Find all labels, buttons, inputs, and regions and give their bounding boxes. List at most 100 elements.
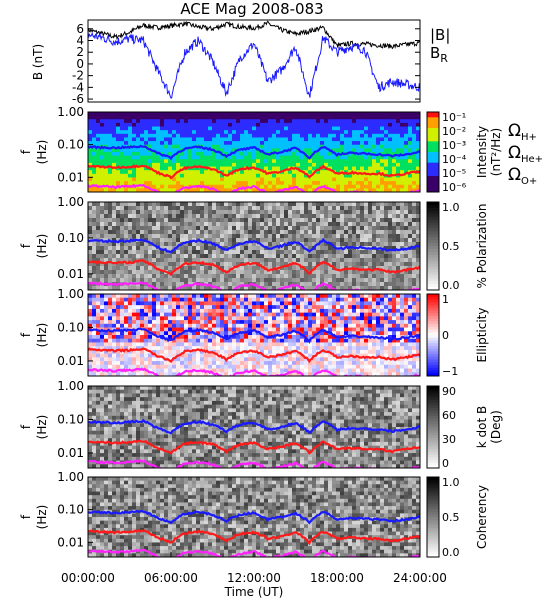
spectrogram-cell xyxy=(296,210,301,215)
spectrogram-cell xyxy=(316,335,321,340)
spectrogram-cell xyxy=(136,338,141,343)
spectrogram-cell xyxy=(100,170,105,175)
spectrogram-cell xyxy=(160,342,165,347)
spectrogram-cell xyxy=(240,316,245,321)
spectrogram-cell xyxy=(392,126,397,131)
spectrogram-cell xyxy=(252,214,257,219)
spectrogram-cell xyxy=(248,137,253,142)
spectrogram-cell xyxy=(104,181,109,186)
spectrogram-cell xyxy=(392,282,397,287)
spectrogram-cell xyxy=(112,323,117,328)
spectrogram-cell xyxy=(332,159,337,164)
spectrogram-cell xyxy=(116,349,121,355)
spectrogram-cell xyxy=(200,133,205,138)
spectrogram-cell xyxy=(156,262,161,267)
spectrogram-cell xyxy=(340,112,345,117)
spec-ylabel-f: f xyxy=(19,149,33,154)
spectrogram-cell xyxy=(100,254,105,259)
spectrogram-cell xyxy=(328,144,333,149)
spectrogram-cell xyxy=(168,162,173,167)
spectrogram-cell xyxy=(88,316,93,321)
spectrogram-cell xyxy=(132,305,137,310)
spectrogram-cell xyxy=(396,323,401,328)
spectrogram-cell xyxy=(384,286,389,290)
spectrogram-cell xyxy=(204,155,209,160)
spectrogram-cell xyxy=(368,148,373,153)
spectrogram-cell xyxy=(364,214,369,219)
spectrogram-cell xyxy=(144,148,149,153)
spectrogram-cell xyxy=(232,342,237,347)
spectrogram-cell xyxy=(316,294,321,299)
spectrogram-cell xyxy=(192,173,197,178)
spectrogram-cell xyxy=(408,316,413,321)
spectrogram-cell xyxy=(340,133,345,138)
spectrogram-cell xyxy=(236,226,241,231)
spectrogram-cell xyxy=(120,266,125,271)
spectrogram-cell xyxy=(132,115,137,120)
spectrogram-cell xyxy=(256,250,261,255)
spectrogram-cell xyxy=(108,210,113,215)
spectrogram-cell xyxy=(280,144,285,149)
spectrogram-cell xyxy=(136,222,141,227)
spectrogram-cell xyxy=(356,173,361,178)
spectrogram-cell xyxy=(372,312,377,317)
spectrogram-cell xyxy=(372,262,377,267)
spectrogram-cell xyxy=(152,141,157,146)
spectrogram-cell xyxy=(188,122,193,127)
spectrogram-cell xyxy=(116,230,121,235)
spectrogram-cell xyxy=(100,270,105,275)
spectrogram-cell xyxy=(312,119,317,124)
spectrogram-cell xyxy=(236,230,241,235)
spectrogram-cell xyxy=(160,112,165,117)
spectrogram-cell xyxy=(172,184,177,189)
spectrogram-cell xyxy=(116,122,121,127)
spectrogram-cell xyxy=(180,173,185,178)
spectrogram-cell xyxy=(168,262,173,267)
spectrogram-cell xyxy=(156,274,161,279)
spectrogram-cell xyxy=(136,170,141,175)
spectrogram-cell xyxy=(304,327,309,332)
spectrogram-cell xyxy=(140,320,145,325)
spectrogram-cell xyxy=(268,112,273,117)
spectrogram-cell xyxy=(308,323,313,328)
spectrogram-cell xyxy=(92,246,97,251)
spectrogram-cell xyxy=(232,218,237,223)
spectrogram-cell xyxy=(276,177,281,182)
spectrogram-cell xyxy=(312,206,317,211)
spectrogram-cell xyxy=(316,297,321,302)
spectrogram-cell xyxy=(148,320,153,325)
spectrogram-cell xyxy=(316,218,321,223)
spectrogram-cell xyxy=(148,202,153,207)
spectrogram-cell xyxy=(140,250,145,255)
spectrogram-cell xyxy=(164,226,169,231)
spectrogram-cell xyxy=(104,202,109,207)
spectrogram-cell xyxy=(292,316,297,321)
spectrogram-cell xyxy=(136,166,141,171)
spectrogram-cell xyxy=(400,188,405,192)
spectrogram-cell xyxy=(212,137,217,142)
spectrogram-cell xyxy=(260,137,265,142)
spectrogram-cell xyxy=(212,202,217,207)
spectrogram-cell xyxy=(416,301,420,306)
spectrogram-cell xyxy=(196,210,201,215)
spectrogram-cell xyxy=(108,274,113,279)
spectrogram-cell xyxy=(96,305,101,310)
spectrogram-cell xyxy=(412,262,417,267)
spectrogram-cell xyxy=(220,238,225,243)
spectrogram-cell xyxy=(392,316,397,321)
spectrogram-cell xyxy=(160,246,165,251)
spectrogram-cell xyxy=(264,133,269,138)
spectrogram-cell xyxy=(324,181,329,186)
spectrogram-cell xyxy=(112,258,117,263)
spectrogram-cell xyxy=(416,270,420,275)
spectrogram-cell xyxy=(216,188,221,192)
spectrogram-cell xyxy=(320,312,325,317)
spectrogram-cell xyxy=(240,323,245,328)
spectrogram-cell xyxy=(256,278,261,283)
spectrogram-cell xyxy=(160,316,165,321)
spectrogram-cell xyxy=(368,316,373,321)
spectrogram-cell xyxy=(156,320,161,325)
spectrogram-cell xyxy=(252,173,257,178)
spectrogram-cell xyxy=(412,226,417,231)
spectrogram-cell xyxy=(408,270,413,275)
